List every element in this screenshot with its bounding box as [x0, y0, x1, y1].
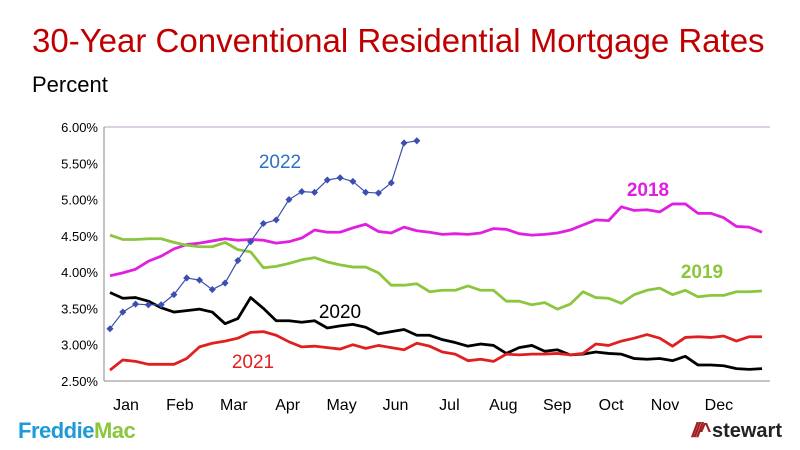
y-tick-label: 5.00%: [61, 193, 98, 208]
data-point-2022: [170, 291, 178, 299]
data-point-2022: [195, 276, 204, 284]
page-title: 30-Year Conventional Residential Mortgag…: [32, 22, 765, 59]
x-tick-label: Jan: [113, 397, 139, 414]
stewart-logo: ///^ stewart: [691, 420, 782, 442]
x-tick-label: Mar: [220, 397, 248, 414]
x-tick-label: Aug: [489, 397, 517, 414]
data-point-2022: [119, 308, 127, 316]
x-tick-label: Jun: [383, 397, 409, 414]
data-point-2022: [208, 286, 216, 294]
data-point-2022: [132, 300, 140, 308]
data-point-2022: [221, 279, 229, 287]
y-tick-label: 4.00%: [61, 265, 98, 280]
data-point-2022: [336, 174, 344, 182]
data-point-2022: [144, 301, 152, 309]
data-point-2022: [298, 188, 306, 196]
series-label-2019: 2019: [681, 262, 723, 283]
x-tick-label: Sep: [543, 397, 572, 414]
data-point-2022: [183, 274, 191, 282]
data-point-2022: [311, 188, 319, 196]
x-tick-label: Apr: [275, 397, 301, 414]
data-point-2022: [285, 196, 293, 204]
data-point-2022: [374, 189, 383, 197]
x-tick-label: May: [326, 397, 356, 414]
data-point-2022: [323, 176, 331, 184]
y-tick-label: 3.50%: [61, 301, 98, 316]
series-line-2019: [109, 233, 763, 311]
series-label-2018: 2018: [627, 180, 669, 201]
series-line-2018: [109, 202, 763, 278]
series-line-2021: [109, 330, 762, 372]
data-point-2022: [400, 139, 408, 147]
data-point-2022: [272, 216, 280, 224]
x-tick-label: Nov: [651, 397, 679, 414]
x-tick-label: Jul: [439, 397, 459, 414]
data-point-2022: [349, 177, 357, 185]
data-point-2022: [234, 256, 242, 265]
x-tick-label: Feb: [166, 397, 194, 414]
x-tick-label: Oct: [599, 397, 624, 414]
series-label-2022: 2022: [259, 152, 301, 173]
data-point-2022: [387, 179, 395, 187]
data-point-2022: [106, 325, 114, 333]
page-subtitle: Percent: [32, 72, 108, 97]
data-point-2022: [362, 188, 370, 196]
data-point-2022: [247, 238, 255, 246]
x-tick-label: Dec: [705, 397, 733, 414]
series-label-2020: 2020: [319, 302, 361, 323]
series-label-2021: 2021: [232, 352, 274, 373]
y-tick-label: 3.00%: [61, 338, 98, 353]
freddie-mac-logo: FreddieMac: [18, 418, 136, 443]
y-tick-label: 4.50%: [61, 229, 98, 244]
y-tick-label: 6.00%: [61, 120, 98, 135]
data-point-2022: [413, 137, 421, 145]
series-line-2020: [109, 291, 763, 371]
data-point-2022: [157, 301, 165, 309]
y-tick-label: 5.50%: [61, 156, 98, 171]
y-tick-label: 2.50%: [61, 374, 98, 389]
data-point-2022: [259, 219, 267, 228]
